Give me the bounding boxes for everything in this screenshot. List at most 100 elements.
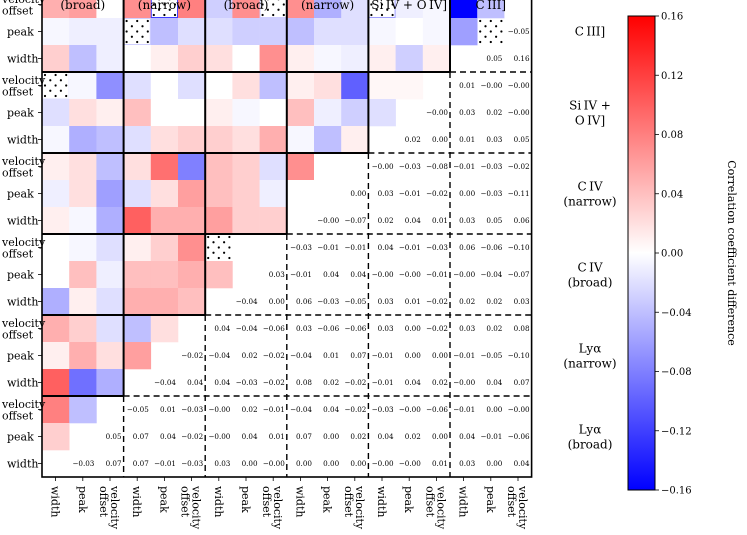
heatmap-cell <box>150 315 179 343</box>
cell-annotation: −0.01 <box>426 270 448 279</box>
heatmap-cell <box>422 0 451 19</box>
dotted-cell-dot <box>380 3 384 6</box>
row-label: velocity <box>1 155 46 168</box>
cell-annotation: 0.01 <box>432 459 448 468</box>
heatmap-cell <box>232 18 260 46</box>
cell-annotation: 0.04 <box>323 270 339 279</box>
cell-annotation: −0.06 <box>263 324 285 333</box>
heatmap-cell <box>178 99 206 127</box>
heatmap-cell <box>286 99 315 127</box>
cell-annotation: −0.01 <box>372 351 394 360</box>
colorbar-tick-label: 0.08 <box>661 130 683 141</box>
column-label: width <box>130 486 143 517</box>
heatmap-cell <box>42 369 70 397</box>
heatmap-cell <box>232 72 260 100</box>
heatmap-cell <box>286 45 315 73</box>
dotted-cell-dot <box>43 73 47 77</box>
heatmap-cell <box>422 45 451 73</box>
dotted-cell-dot <box>217 256 220 260</box>
column-label-text: peak <box>157 486 170 513</box>
heatmap-cell <box>341 18 369 46</box>
dotted-cell-dot <box>43 84 47 87</box>
cell-annotation: 0.03 <box>459 459 475 468</box>
cell-annotation: −0.06 <box>426 405 448 414</box>
heatmap-cell <box>42 396 70 424</box>
heatmap-cell <box>314 153 342 181</box>
row-group-label: C IV <box>578 261 603 275</box>
row-group-label: C III] <box>575 25 605 39</box>
cell-annotation: −0.04 <box>208 351 230 360</box>
heatmap-cell <box>96 315 124 343</box>
heatmap-cell <box>96 99 124 127</box>
heatmap-cell <box>150 153 179 181</box>
dotted-cell-dot <box>65 94 68 98</box>
cell-annotation: 0.04 <box>405 378 421 387</box>
heatmap-cell <box>341 0 369 19</box>
heatmap-cell <box>178 18 206 46</box>
heatmap-cell <box>205 99 233 127</box>
cell-annotation: −0.04 <box>236 324 258 333</box>
dotted-cell-dot <box>146 19 149 23</box>
row-label: width <box>7 215 38 228</box>
dotted-cell-dot <box>130 35 133 38</box>
cell-annotation: 0.04 <box>350 270 366 279</box>
group-separators <box>42 0 532 477</box>
dotted-cell-dot <box>163 3 166 6</box>
cell-annotation: 0.00 <box>486 459 502 468</box>
dotted-cell-dot <box>207 256 210 260</box>
cell-annotations: −0.05 0.05 0.16 0.01 −0.00 −0.00 −0.00 0.03 0.02… <box>72 27 530 468</box>
colorbar-tick-label: −0.12 <box>661 426 692 437</box>
heatmap-cell <box>450 0 478 19</box>
cell-annotation: −0.01 <box>453 405 475 414</box>
heatmap-cell <box>259 45 288 73</box>
cell-annotation: −0.01 <box>344 243 366 252</box>
cell-annotation: −0.06 <box>480 243 502 252</box>
dotted-cell-dot <box>141 35 144 38</box>
heatmap-cell <box>259 153 288 181</box>
cell-annotation: 0.00 <box>350 459 366 468</box>
dotted-cell-dot <box>146 40 149 44</box>
heatmap-cell <box>42 99 70 127</box>
dotted-cell-dot <box>489 40 492 44</box>
cell-annotation: 0.02 <box>459 297 475 306</box>
heatmap-cell <box>178 72 206 100</box>
row-label: offset <box>2 248 34 261</box>
dotted-cell-dot <box>370 3 373 6</box>
heatmap-cell <box>286 180 315 208</box>
heatmap-cell <box>123 342 152 370</box>
dotted-cell-dot <box>152 3 155 6</box>
column-label-text: width <box>212 486 225 517</box>
row-label: velocity <box>1 0 46 6</box>
dotted-cell-dot <box>125 40 128 44</box>
cell-annotation: −0.01 <box>317 243 339 252</box>
cell-annotation: −0.10 <box>508 243 530 252</box>
dotted-cell-dot <box>479 19 482 23</box>
row-group-label: Lyα <box>579 342 602 356</box>
heatmap-cell <box>42 180 70 208</box>
heatmap-cell <box>150 234 179 262</box>
heatmap-cell <box>69 261 97 289</box>
colorbar-tick-label: −0.08 <box>661 367 692 378</box>
heatmap-cell <box>123 45 152 73</box>
heatmap-cell <box>123 99 152 127</box>
heatmap-cell <box>150 180 179 208</box>
heatmap-cell <box>150 288 179 316</box>
heatmap-cell <box>69 0 97 19</box>
heatmap-cell <box>205 180 233 208</box>
row-group-label: (broad) <box>568 438 613 452</box>
cell-annotation: 0.02 <box>242 405 258 414</box>
heatmap-cell <box>259 207 288 235</box>
cell-annotation: 0.04 <box>486 378 502 387</box>
cell-annotation: −0.03 <box>290 243 312 252</box>
cell-annotation: 0.04 <box>514 459 530 468</box>
heatmap-cell <box>368 18 396 46</box>
dotted-cell-dot <box>173 3 177 6</box>
column-label-text: peak <box>321 486 334 513</box>
dotted-cell-dot <box>228 235 231 239</box>
dotted-cell-dot <box>163 13 166 17</box>
heatmap-frame <box>41 0 533 478</box>
row-label: offset <box>2 5 34 18</box>
heatmap-cell <box>178 126 206 154</box>
heatmap-cell <box>96 18 124 46</box>
